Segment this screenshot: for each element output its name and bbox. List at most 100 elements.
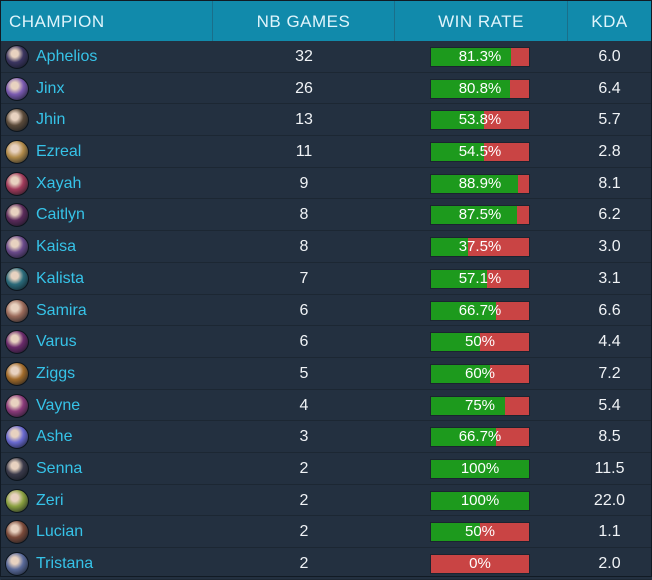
champion-name[interactable]: Zeri: [36, 491, 64, 509]
table-row: Zeri 2 100% 22.0: [1, 485, 651, 517]
lucian-portrait-icon: [5, 520, 29, 545]
winrate-cell: 66.7%: [395, 295, 568, 326]
champion-name[interactable]: Senna: [36, 459, 83, 477]
vayne-portrait-icon: [5, 393, 29, 418]
champion-name[interactable]: Aphelios: [36, 48, 98, 65]
champion-name[interactable]: Caitlyn: [36, 206, 85, 224]
column-header-games[interactable]: NB GAMES: [213, 1, 395, 41]
xayah-portrait-icon: [5, 171, 29, 196]
winrate-label: 57.1%: [458, 269, 502, 287]
column-header-kda[interactable]: KDA: [591, 12, 628, 31]
kalista-portrait-icon: [5, 266, 29, 291]
table-header: CHAMPION NB GAMES WIN RATE KDA: [1, 1, 651, 41]
winrate-bar-fill: [431, 523, 480, 542]
winrate-label: 66.7%: [458, 301, 502, 319]
champion-name[interactable]: Jhin: [36, 111, 66, 129]
table-row: Vayne 4 75% 5.4: [1, 390, 651, 422]
winrate-bar-fill: [431, 79, 511, 98]
winrate-bar: 54.5%: [430, 142, 530, 163]
winrate-bar-fill: [431, 491, 529, 510]
kda-value: 6.2: [598, 206, 621, 224]
winrate-bar: 53.8%: [430, 110, 530, 131]
winrate-label: 75%: [464, 396, 496, 414]
champion-name[interactable]: Ziggs: [36, 364, 76, 382]
champion-name[interactable]: Tristana: [36, 555, 94, 572]
table-row: Aphelios 32 81.3% 6.0: [1, 41, 651, 73]
winrate-bar: 87.5%: [430, 205, 530, 226]
winrate-bar-fill: [431, 364, 490, 383]
champion-name[interactable]: Ashe: [36, 428, 73, 446]
winrate-label: 50%: [464, 333, 496, 351]
champion-name[interactable]: Xayah: [36, 174, 82, 192]
champion-cell: Kaisa: [5, 231, 213, 262]
champion-cell: Zeri: [5, 485, 213, 516]
winrate-bar-fill: [431, 396, 505, 415]
ziggs-portrait-icon: [5, 361, 29, 386]
games-count: 6: [299, 333, 309, 351]
champion-name[interactable]: Jinx: [36, 79, 65, 97]
games-count: 3: [299, 428, 309, 446]
champion-name[interactable]: Varus: [36, 333, 77, 351]
winrate-bar: 57.1%: [430, 268, 530, 289]
winrate-label: 50%: [464, 523, 496, 541]
winrate-cell: 88.9%: [395, 168, 568, 199]
winrate-bar: 66.7%: [430, 427, 530, 448]
games-count: 9: [299, 174, 309, 192]
winrate-bar: 100%: [430, 458, 530, 479]
champion-cell: Aphelios: [5, 41, 213, 72]
kda-value: 5.4: [598, 396, 621, 414]
winrate-label: 100%: [460, 491, 500, 509]
champion-name[interactable]: Samira: [36, 301, 87, 319]
champion-name[interactable]: Ezreal: [36, 143, 82, 161]
column-header-champion[interactable]: CHAMPION: [1, 1, 213, 41]
samira-portrait-icon: [5, 298, 29, 323]
table-body: Aphelios 32 81.3% 6.0 Jinx 26 80.8% 6.4 …: [1, 41, 651, 580]
kaisa-portrait-icon: [5, 235, 29, 260]
winrate-bar-fill: [431, 238, 468, 257]
winrate-bar-fill: [431, 333, 480, 352]
champion-name[interactable]: Lucian: [36, 523, 84, 541]
winrate-bar-fill: [431, 48, 511, 66]
games-count: 26: [295, 79, 313, 97]
winrate-cell: 81.3%: [395, 41, 568, 72]
champion-cell: Xayah: [5, 168, 213, 199]
senna-portrait-icon: [5, 456, 29, 481]
winrate-cell: 80.8%: [395, 73, 568, 104]
caitlyn-portrait-icon: [5, 203, 29, 228]
winrate-bar-fill: [431, 174, 519, 193]
winrate-label: 54.5%: [458, 143, 502, 161]
champion-cell: Ziggs: [5, 358, 213, 389]
winrate-cell: 57.1%: [395, 263, 568, 294]
kda-value: 6.0: [598, 48, 621, 65]
table-row: Lucian 2 50% 1.1: [1, 516, 651, 548]
champion-cell: Jhin: [5, 104, 213, 135]
kda-value: 3.1: [598, 269, 621, 287]
games-count: 13: [295, 111, 313, 129]
champion-name[interactable]: Kaisa: [36, 238, 77, 256]
table-row: Kalista 7 57.1% 3.1: [1, 263, 651, 295]
champion-name[interactable]: Kalista: [36, 269, 85, 287]
champion-name[interactable]: Vayne: [36, 396, 81, 414]
champion-cell: Ashe: [5, 421, 213, 452]
ashe-portrait-icon: [5, 425, 29, 450]
champion-cell: Ezreal: [5, 136, 213, 167]
games-count: 8: [299, 238, 309, 256]
champion-cell: Jinx: [5, 73, 213, 104]
jhin-portrait-icon: [5, 108, 29, 133]
winrate-bar-fill: [431, 111, 484, 130]
table-row: Ziggs 5 60% 7.2: [1, 358, 651, 390]
winrate-label: 37.5%: [458, 238, 502, 256]
champion-cell: Samira: [5, 295, 213, 326]
column-header-winrate[interactable]: WIN RATE: [395, 1, 568, 41]
champion-cell: Varus: [5, 326, 213, 357]
games-count: 4: [299, 396, 309, 414]
winrate-bar-fill: [431, 301, 497, 320]
winrate-bar: 81.3%: [430, 47, 530, 67]
kda-value: 3.0: [598, 238, 621, 256]
winrate-label: 87.5%: [458, 206, 502, 224]
table-row: Varus 6 50% 4.4: [1, 326, 651, 358]
winrate-label: 60%: [464, 364, 496, 382]
winrate-bar: 50%: [430, 522, 530, 543]
winrate-label: 100%: [460, 459, 500, 477]
